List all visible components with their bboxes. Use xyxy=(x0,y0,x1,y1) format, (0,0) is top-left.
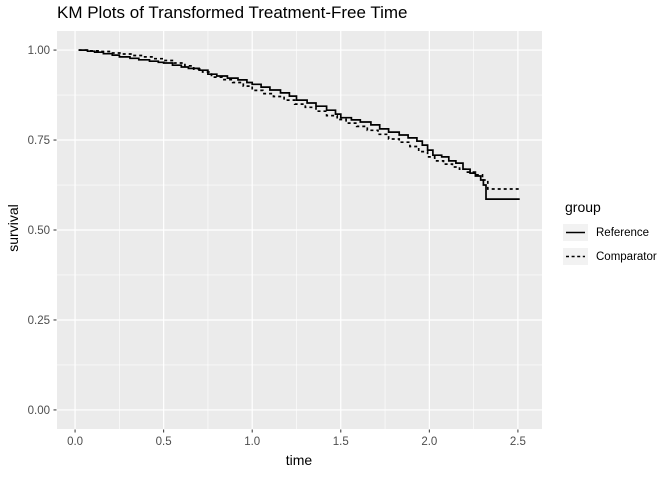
km-curve-comparator xyxy=(78,49,522,190)
dashed-line-key-icon xyxy=(563,248,588,265)
y-tick-label: 0.25 xyxy=(28,315,50,327)
y-tick-label: 0.00 xyxy=(28,405,50,417)
km-curve-reference xyxy=(78,49,520,200)
legend-label-comparator: Comparator xyxy=(596,250,657,263)
x-tick-label: 0.0 xyxy=(67,436,83,448)
plot-title: KM Plots of Transformed Treatment-Free T… xyxy=(57,3,408,22)
x-tick-label: 2.0 xyxy=(421,436,437,448)
x-tick-label: 1.0 xyxy=(244,436,260,448)
legend: group Reference Comparator xyxy=(563,199,657,272)
x-axis-title: time xyxy=(285,452,313,468)
legend-title: group xyxy=(565,199,601,215)
x-tick-label: 1.5 xyxy=(333,436,349,448)
x-tick-label: 2.5 xyxy=(510,436,526,448)
x-tick-label: 0.5 xyxy=(156,436,172,448)
y-tick-label: 0.50 xyxy=(28,225,50,237)
y-axis-title: survival xyxy=(5,204,21,252)
y-tick-label: 0.75 xyxy=(28,135,50,147)
legend-item-comparator: Comparator xyxy=(563,248,657,265)
legend-label-reference: Reference xyxy=(596,226,650,239)
legend-item-reference: Reference xyxy=(563,224,657,241)
y-tick-label: 1.00 xyxy=(28,45,50,57)
solid-line-key-icon xyxy=(563,224,588,241)
